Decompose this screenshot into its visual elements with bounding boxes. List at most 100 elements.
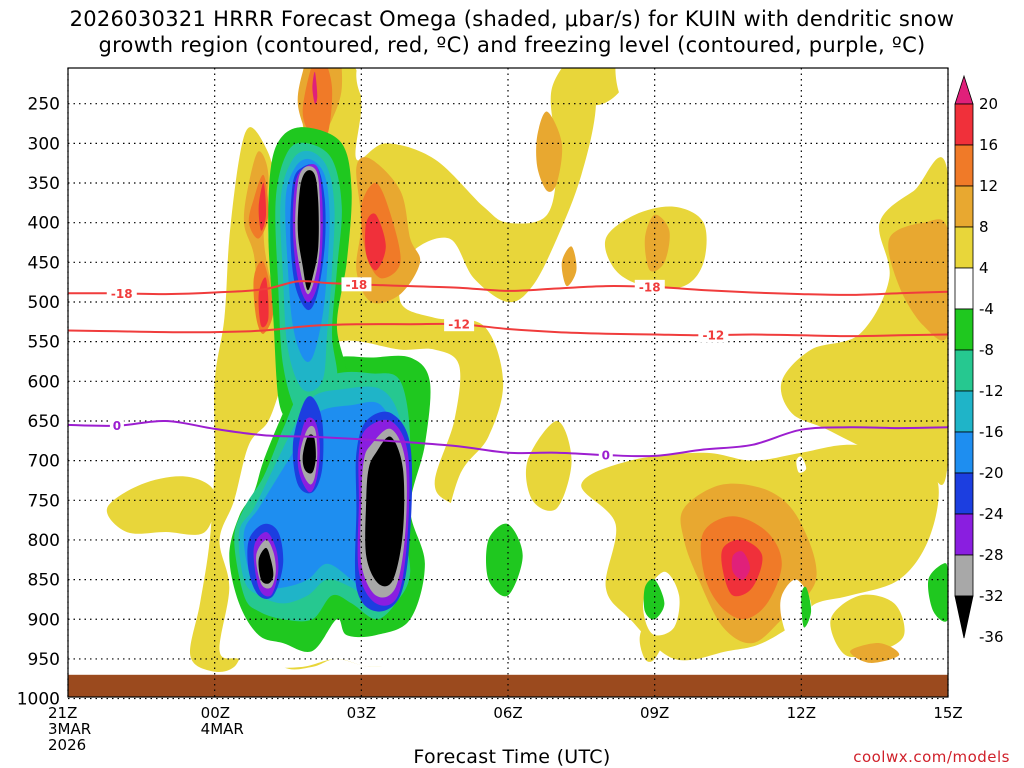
colorbar-swatch bbox=[954, 431, 974, 474]
omega-region bbox=[888, 219, 948, 341]
omega-region bbox=[312, 71, 318, 104]
omega-region bbox=[801, 586, 812, 628]
x-tick-label: 00Z bbox=[201, 704, 230, 722]
x-tick-label: 4MAR bbox=[201, 720, 244, 738]
colorbar-label: -36 bbox=[979, 628, 1004, 646]
contour-line bbox=[68, 322, 948, 338]
colorbar: 20 16 12 8 4 -4 -8 -12 -16 -20 -24 -28 -32 -36 bbox=[954, 74, 1004, 646]
colorbar-swatch bbox=[954, 554, 974, 597]
y-tick-label: 850 bbox=[28, 571, 60, 591]
colorbar-label: -32 bbox=[979, 587, 1004, 605]
omega-region bbox=[106, 611, 122, 636]
y-tick-label: 900 bbox=[28, 610, 60, 630]
colorbar-swatch bbox=[954, 144, 974, 187]
colorbar-label: 4 bbox=[979, 259, 989, 277]
colorbar-label: 16 bbox=[979, 136, 998, 154]
plot-frame bbox=[67, 67, 949, 698]
y-tick-label: 800 bbox=[28, 531, 60, 551]
omega-region bbox=[297, 170, 319, 291]
y-tick-label: 650 bbox=[28, 412, 60, 432]
colorbar-label: 8 bbox=[979, 218, 989, 236]
omega-region bbox=[879, 68, 930, 120]
omega-region bbox=[643, 578, 665, 620]
omega-region bbox=[850, 643, 900, 663]
contour-label: 0 bbox=[602, 449, 610, 463]
colorbar-swatch bbox=[954, 349, 974, 392]
contour-label-bg bbox=[341, 277, 372, 292]
colorbar-label: -4 bbox=[979, 300, 994, 318]
colorbar-top-arrow bbox=[954, 74, 974, 105]
colorbar-label: -20 bbox=[979, 464, 1004, 482]
chart-title-line-2: growth region (contoured, red, ºC) and f… bbox=[98, 33, 926, 57]
contour-label-bg bbox=[634, 279, 665, 294]
y-tick-label: 250 bbox=[28, 95, 60, 115]
x-tick-label: 03Z bbox=[347, 704, 376, 722]
y-tick-label: 550 bbox=[28, 333, 60, 353]
y-tick-label: 600 bbox=[28, 372, 60, 392]
y-tick-label: 750 bbox=[28, 491, 60, 511]
colorbar-label: -28 bbox=[979, 546, 1004, 564]
ground-surface bbox=[68, 674, 948, 697]
x-axis-label: Forecast Time (UTC) bbox=[413, 746, 611, 768]
colorbar-swatch bbox=[954, 308, 974, 351]
chart-title-line-1: 2026030321 HRRR Forecast Omega (shaded, … bbox=[69, 7, 955, 31]
colorbar-swatch bbox=[954, 390, 974, 433]
credit-text: coolwx.com/models bbox=[853, 748, 1010, 766]
omega-region bbox=[365, 213, 386, 271]
x-tick-label: 3MAR bbox=[48, 720, 91, 738]
colorbar-label: 12 bbox=[979, 177, 998, 195]
x-tick-label: 21Z bbox=[48, 704, 77, 722]
omega-region bbox=[731, 551, 750, 580]
colorbar-swatch bbox=[954, 226, 974, 269]
colorbar-label: -16 bbox=[979, 423, 1004, 441]
omega-region bbox=[536, 111, 563, 192]
x-tick-label: 12Z bbox=[787, 704, 816, 722]
omega-region bbox=[356, 68, 376, 100]
colorbar-swatch bbox=[954, 267, 974, 310]
omega-region bbox=[644, 214, 670, 272]
x-tick-label: 15Z bbox=[933, 704, 962, 722]
x-tick-label: 09Z bbox=[640, 704, 669, 722]
contour-label: 0 bbox=[113, 419, 121, 433]
colorbar-label: -12 bbox=[979, 382, 1004, 400]
y-tick-label: 450 bbox=[28, 253, 60, 273]
omega-region bbox=[615, 68, 675, 128]
omega-region bbox=[258, 547, 274, 584]
omega-region bbox=[830, 594, 905, 658]
omega-region bbox=[536, 321, 651, 422]
colorbar-label: 20 bbox=[979, 95, 998, 113]
y-tick-label: 700 bbox=[28, 452, 60, 472]
omega-region bbox=[928, 563, 948, 622]
y-tick-label: 300 bbox=[28, 134, 60, 154]
omega-region bbox=[365, 436, 405, 587]
contour-label-bg bbox=[698, 328, 729, 343]
y-tick-label: 500 bbox=[28, 293, 60, 313]
contour-line bbox=[68, 419, 948, 458]
contour-label: -12 bbox=[702, 329, 724, 343]
contour-line bbox=[68, 280, 948, 296]
chart-title: 2026030321 HRRR Forecast Omega (shaded, … bbox=[0, 6, 1024, 58]
y-tick-label: 400 bbox=[28, 214, 60, 234]
contour-label: -18 bbox=[639, 280, 661, 294]
y-tick-label: 950 bbox=[28, 650, 60, 670]
omega-region bbox=[302, 68, 333, 140]
omega-region bbox=[302, 434, 316, 474]
contour-label-bg bbox=[106, 286, 137, 301]
contour-label: -12 bbox=[448, 318, 470, 332]
x-tick-label: 2026 bbox=[48, 736, 86, 754]
temperature-contours: -18 -18 -18 -12 -12 0 0 bbox=[68, 277, 948, 463]
contour-label: -18 bbox=[346, 278, 368, 292]
contour-label-bg bbox=[109, 418, 124, 433]
colorbar-bottom-arrow bbox=[954, 595, 974, 639]
omega-region bbox=[525, 421, 572, 511]
colorbar-swatch bbox=[954, 472, 974, 515]
colorbar-swatch bbox=[954, 513, 974, 556]
contour-label-bg bbox=[444, 317, 475, 332]
x-tick-label: 06Z bbox=[493, 704, 522, 722]
colorbar-label: -8 bbox=[979, 341, 994, 359]
y-tick-label: 350 bbox=[28, 174, 60, 194]
omega-region bbox=[258, 182, 267, 231]
y-tick-label: 1000 bbox=[17, 690, 60, 710]
colorbar-swatch bbox=[954, 185, 974, 228]
